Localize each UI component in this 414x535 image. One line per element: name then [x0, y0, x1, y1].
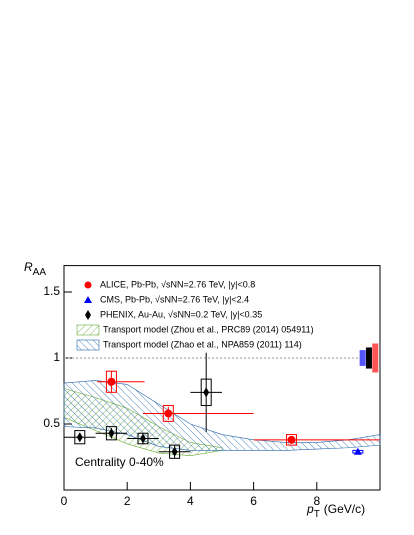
legend-marker: [84, 281, 92, 289]
x-tick-label: 8: [313, 494, 320, 508]
y-tick-label: 1.5: [43, 284, 60, 298]
y-tick-label: 1: [53, 350, 60, 364]
global-uncertainty-box: [365, 347, 372, 369]
x-tick-label: 2: [124, 494, 131, 508]
data-point: [76, 432, 83, 443]
legend-marker: [84, 296, 92, 303]
legend-label: Transport model (Zhao et al., NPA859 (20…: [103, 339, 302, 349]
data-point: [164, 409, 173, 418]
legend-swatch: [76, 324, 100, 336]
legend-label: CMS, Pb-Pb, √sNN=2.76 TeV, |y|<2.4: [100, 294, 249, 304]
y-label-sub: AA: [33, 267, 47, 278]
annotation: Centrality 0-40%: [75, 455, 164, 469]
x-label-main: p: [306, 502, 314, 516]
x-tick-label: 6: [250, 494, 257, 508]
data-point: [107, 377, 116, 386]
x-tick-label: 4: [187, 494, 194, 508]
x-tick-label: 0: [61, 494, 68, 508]
legend-label: PHENIX, Au-Au, √sNN=0.2 TeV, |y|<0.35: [100, 309, 262, 319]
data-point: [287, 435, 296, 444]
x-label-unit: (GeV/c): [324, 502, 365, 516]
data-point: [108, 428, 115, 439]
x-label-sub: T: [314, 509, 320, 520]
global-uncertainty-box: [372, 343, 379, 373]
data-point: [171, 446, 178, 457]
y-label-main: R: [24, 260, 33, 274]
data-point: [140, 433, 146, 444]
data-point: [353, 447, 362, 455]
legend-swatch: [76, 339, 100, 351]
legend-marker: [85, 310, 91, 320]
y-tick-label: 0.5: [43, 416, 60, 430]
data-point: [203, 387, 210, 398]
plot-frame: [63, 265, 381, 491]
global-uncertainty-box: [359, 350, 366, 366]
y-axis-label: RAA: [24, 260, 46, 277]
legend-label: Transport model (Zhou et al., PRC89 (201…: [103, 324, 314, 334]
x-axis-label: pT (GeV/c): [306, 502, 365, 519]
legend-label: ALICE, Pb-Pb, √sNN=2.76 TeV, |y|<0.8: [100, 279, 255, 289]
